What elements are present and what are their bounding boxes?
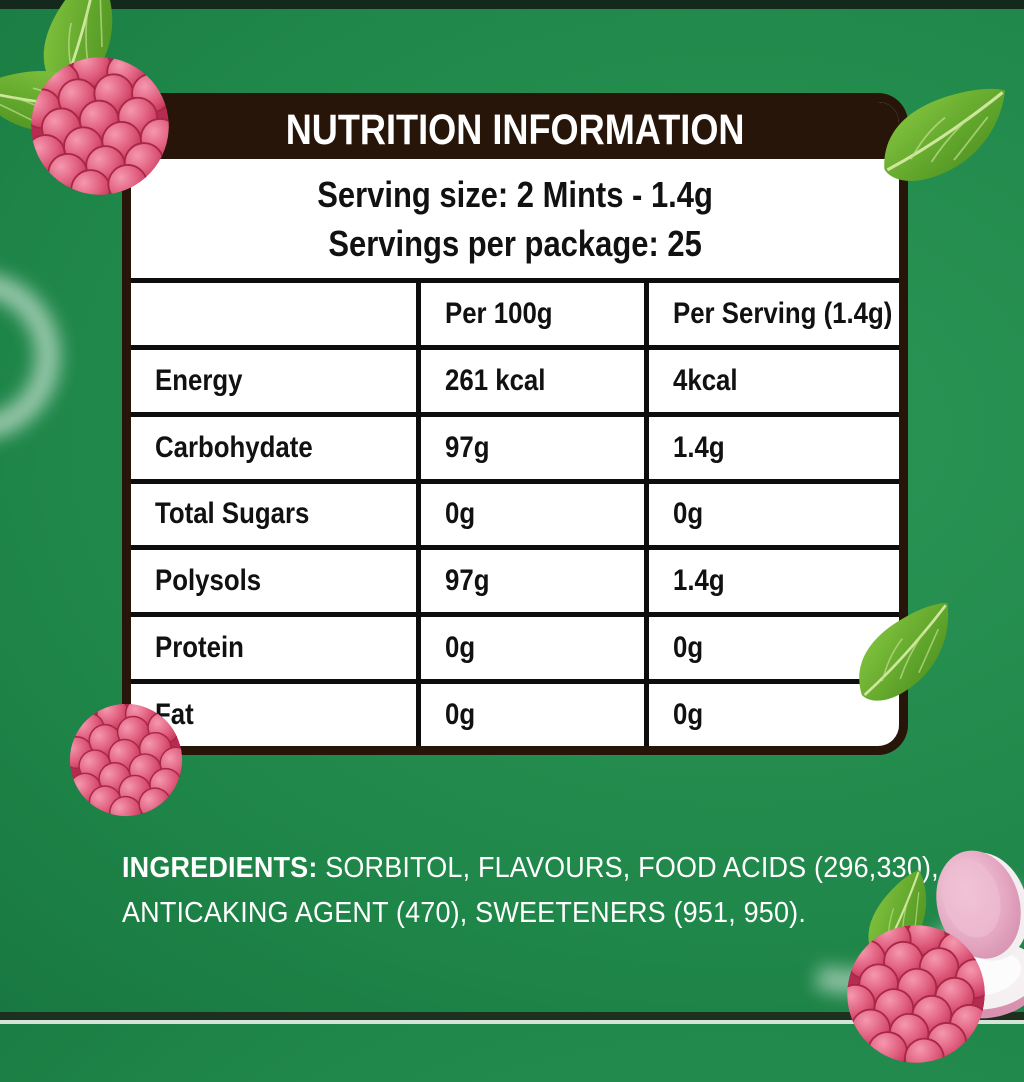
nutrition-panel: NUTRITION INFORMATION Serving size: 2 Mi… — [122, 93, 908, 755]
ingredients-label: INGREDIENTS: — [122, 852, 318, 884]
row-label-polysols: Polysols — [131, 550, 416, 613]
mint-leaf-icon — [0, 54, 106, 151]
serving-size-line: Serving size: 2 Mints - 1.4g — [317, 173, 713, 215]
nutrition-table: Per 100g Per Serving (1.4g) Energy 261 k… — [131, 278, 899, 746]
page-title: NUTRITION INFORMATION — [285, 106, 745, 154]
row-fat-per-serving: 0g — [644, 684, 899, 746]
row-label-total-sugars: Total Sugars — [131, 483, 416, 546]
package-back-panel: { "panel": { "title": "NUTRITION INFORMA… — [0, 0, 1024, 1024]
top-edge-strip — [0, 0, 1024, 9]
row-energy-per-serving: 4kcal — [644, 349, 899, 412]
row-label-protein: Protein — [131, 617, 416, 680]
row-total-sugars-per-serving: 0g — [644, 483, 899, 546]
row-total-sugars-per-100g: 0g — [415, 483, 645, 546]
row-carbohydate-per-100g: 97g — [415, 416, 645, 479]
table-header-empty — [131, 283, 416, 345]
row-polysols-per-serving: 1.4g — [644, 550, 899, 613]
row-label-carbohydate: Carbohydate — [131, 416, 416, 479]
servings-per-package-line: Servings per package: 25 — [328, 222, 702, 264]
bottom-edge-strip-dark — [0, 1012, 1024, 1020]
bottom-edge-strip-light — [0, 1020, 1024, 1024]
row-fat-per-100g: 0g — [415, 684, 645, 746]
mint-leaf-icon — [16, 0, 149, 106]
row-carbohydate-per-serving: 1.4g — [644, 416, 899, 479]
ingredients-line-2: ANTICAKING AGENT (470), SWEETENERS (951,… — [122, 897, 807, 929]
row-polysols-per-100g: 97g — [415, 550, 645, 613]
table-header-per-serving: Per Serving (1.4g) — [644, 283, 899, 345]
row-protein-per-serving: 0g — [644, 617, 899, 680]
ingredients-text: INGREDIENTS: SORBITOL, FLAVOURS, FOOD AC… — [122, 846, 982, 936]
table-header-per-100g: Per 100g — [415, 283, 645, 345]
row-protein-per-100g: 0g — [415, 617, 645, 680]
nutrition-panel-inner: NUTRITION INFORMATION Serving size: 2 Mi… — [131, 102, 899, 746]
row-label-fat: Fat — [131, 684, 416, 746]
mist-swirl — [0, 275, 60, 437]
ingredients-line-1: INGREDIENTS: SORBITOL, FLAVOURS, FOOD AC… — [122, 846, 939, 891]
row-label-energy: Energy — [131, 349, 416, 412]
row-energy-per-100g: 261 kcal — [415, 349, 645, 412]
serving-info: Serving size: 2 Mints - 1.4g Servings pe… — [131, 159, 899, 278]
nutrition-panel-header: NUTRITION INFORMATION — [131, 102, 899, 159]
ingredients-line-1-rest: SORBITOL, FLAVOURS, FOOD ACIDS (296,330)… — [317, 852, 939, 884]
